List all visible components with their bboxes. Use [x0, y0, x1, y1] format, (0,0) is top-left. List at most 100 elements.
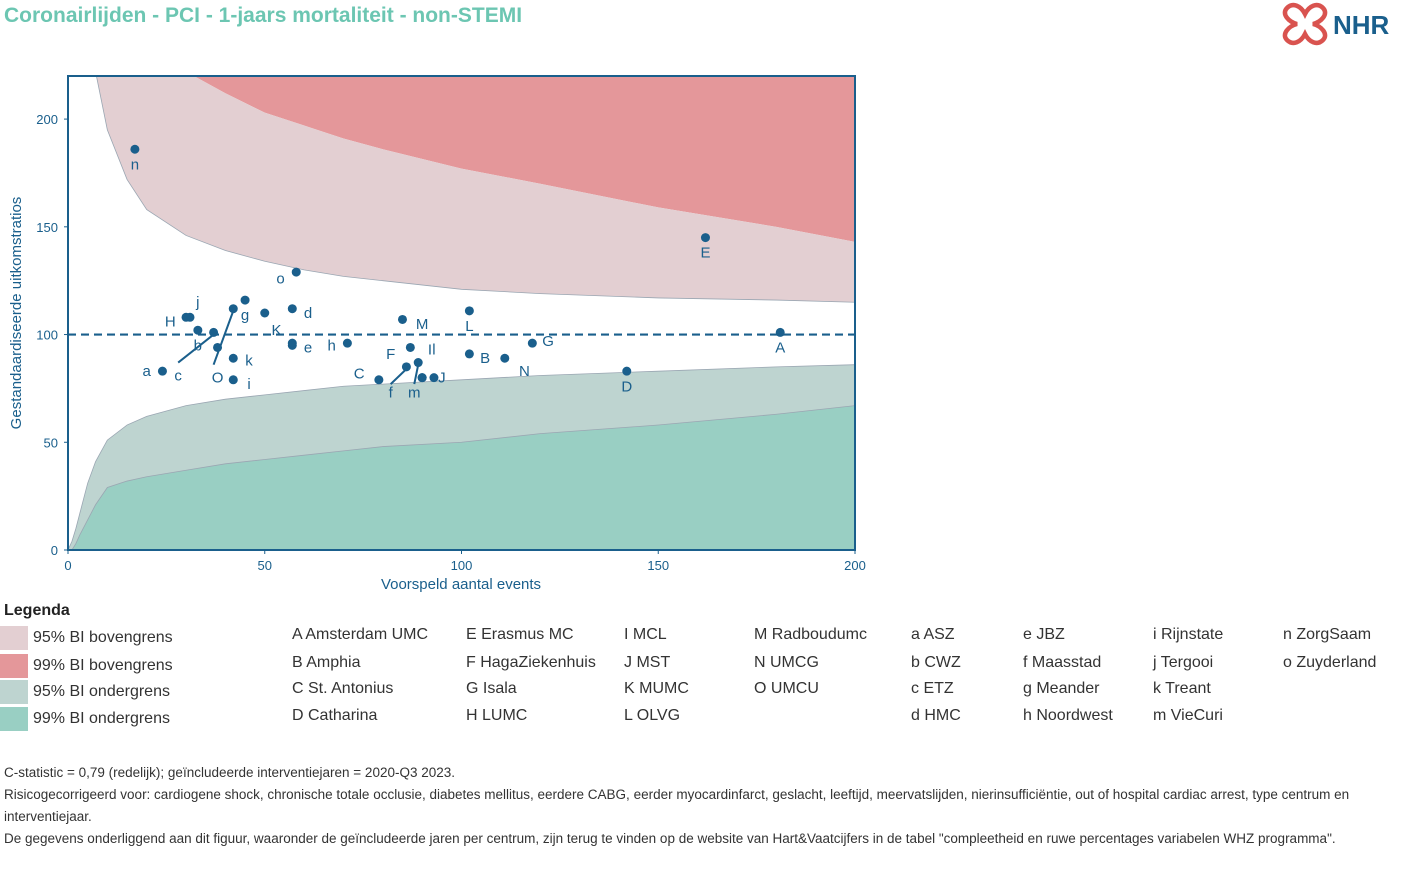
data-point-M [397, 314, 407, 324]
data-point-label-A: A [775, 339, 785, 356]
data-point-F [405, 342, 415, 352]
data-point-label-k: k [245, 352, 253, 369]
data-point-label-E: E [700, 245, 710, 262]
data-point-B [464, 349, 474, 359]
page-title: Coronairlijden - PCI - 1-jaars mortalite… [4, 4, 523, 27]
nhr-logo-text: NHR [1333, 10, 1390, 40]
data-point-label-e: e [304, 339, 312, 356]
footer-line-data-source: De gegevens onderliggend aan dit figuur,… [4, 831, 1336, 846]
x-tick-label: 0 [64, 558, 71, 573]
data-point-label-n: n [131, 156, 139, 173]
data-point-label-C: C [354, 365, 365, 382]
data-point-label-B: B [480, 350, 490, 367]
y-tick-label: 100 [36, 328, 58, 343]
data-point-label-G: G [542, 333, 554, 350]
legend-swatch-lower99 [0, 707, 28, 731]
data-point-J [417, 373, 427, 383]
legend-hospital-item: k Treant [1153, 680, 1211, 697]
footer-line-c-statistic: C-statistic = 0,79 (redelijk); geïnclude… [4, 765, 456, 780]
data-point-label-l: l [432, 342, 435, 359]
legend-band-upper99: 99% BI bovengrens [0, 654, 173, 678]
data-point-i [228, 375, 238, 385]
legend-hospital-item: e JBZ [1023, 626, 1065, 643]
data-point-n [130, 144, 140, 154]
legend-hospital-item: i Rijnstate [1153, 626, 1224, 643]
y-tick-label: 0 [51, 543, 58, 558]
legend-hospital-item: K MUMC [624, 680, 689, 697]
legend-hospital-item: G Isala [466, 680, 517, 697]
legend-hospital-item: o Zuyderland [1283, 654, 1377, 671]
band-lower99 [68, 405, 855, 550]
data-point-E [700, 233, 710, 243]
legend-band-lower99: 99% BI ondergrens [0, 707, 170, 731]
legend-swatch-lower95 [0, 680, 28, 704]
legend-band-label: 95% BI bovengrens [33, 629, 173, 646]
data-point-O [213, 342, 223, 352]
legend-hospital-item: f Maasstad [1023, 654, 1102, 671]
legend-hospital-item: c ETZ [911, 680, 954, 697]
legend-band-upper95: 95% BI bovengrens [0, 626, 173, 650]
data-point-label-f: f [389, 385, 394, 402]
data-point-m [413, 358, 423, 368]
legend-band-lower95: 95% BI ondergrens [0, 680, 170, 704]
data-point-unlabeled [260, 308, 270, 318]
data-point-j [181, 312, 191, 322]
legend-hospital-item: d HMC [911, 707, 961, 724]
legend-hospital-item: D Catharina [292, 707, 378, 724]
data-point-o [291, 267, 301, 277]
legend-hospital-item: A Amsterdam UMC [292, 626, 429, 643]
legend-hospital-item: b CWZ [911, 654, 961, 671]
legend-hospital-item: C St. Antonius [292, 680, 394, 697]
legend-hospital-item: M Radboudumc [754, 626, 867, 643]
legend-hospital-item: g Meander [1023, 680, 1100, 697]
data-point-label-o: o [276, 271, 284, 288]
data-point-label-c: c [174, 367, 182, 384]
data-point-h [342, 338, 352, 348]
leader-line [212, 310, 235, 366]
legend-band-label: 95% BI ondergrens [33, 683, 170, 700]
data-point-unlabeled [228, 304, 238, 314]
leader-line [389, 368, 408, 385]
data-point-label-O: O [212, 370, 224, 387]
band-edge-lower99 [68, 405, 855, 550]
legend-hospital-item: B Amphia [292, 654, 361, 671]
legend-hospital-item: j Tergooi [1153, 654, 1214, 671]
data-point-e [287, 340, 297, 350]
band-lower95 [68, 364, 855, 550]
x-tick-label: 100 [451, 558, 473, 573]
legend-hospital-item: h Noordwest [1023, 707, 1113, 724]
legend-hospital-item: L OLVG [624, 707, 681, 724]
legend-title: Legenda [4, 602, 70, 619]
leader-line [413, 364, 420, 385]
data-point-label-m: m [408, 385, 421, 402]
legend-hospital-item: N UMCG [754, 654, 819, 671]
nhr-logo-mark [1282, 2, 1328, 46]
data-point-b [193, 325, 203, 335]
data-point-label-b: b [194, 337, 202, 354]
data-point-g [240, 295, 250, 305]
y-tick-label: 150 [36, 220, 58, 235]
data-point-label-D: D [621, 378, 632, 395]
y-axis-label: Gestandaardiseerde uitkomstratios [8, 197, 25, 430]
data-point-D [622, 366, 632, 376]
legend-hospital-item: H LUMC [466, 707, 528, 724]
data-point-label-L: L [465, 318, 473, 335]
data-point-label-a: a [143, 363, 152, 380]
data-point-label-F: F [386, 346, 395, 363]
x-tick-label: 150 [647, 558, 669, 573]
data-point-label-K: K [272, 322, 282, 339]
data-point-k [228, 353, 238, 363]
nhr-logo: NHR [1282, 2, 1390, 46]
data-point-G [527, 338, 537, 348]
legend-hospital-item: n ZorgSaam [1283, 626, 1372, 643]
legend-hospital-item: m VieCuri [1153, 707, 1223, 724]
legend-hospital-item: J MST [624, 654, 671, 671]
data-point-f [401, 362, 411, 372]
leader-line [177, 333, 215, 364]
data-point-label-g: g [241, 307, 249, 324]
legend-hospital-item: a ASZ [911, 626, 955, 643]
footer-line-risk-adjustment: Risicogecorrigeerd voor: cardiogene shoc… [4, 787, 1350, 824]
band-edge-upper95 [96, 76, 855, 303]
y-tick-label: 200 [36, 112, 58, 127]
legend-hospital-item: I MCL [624, 626, 667, 643]
